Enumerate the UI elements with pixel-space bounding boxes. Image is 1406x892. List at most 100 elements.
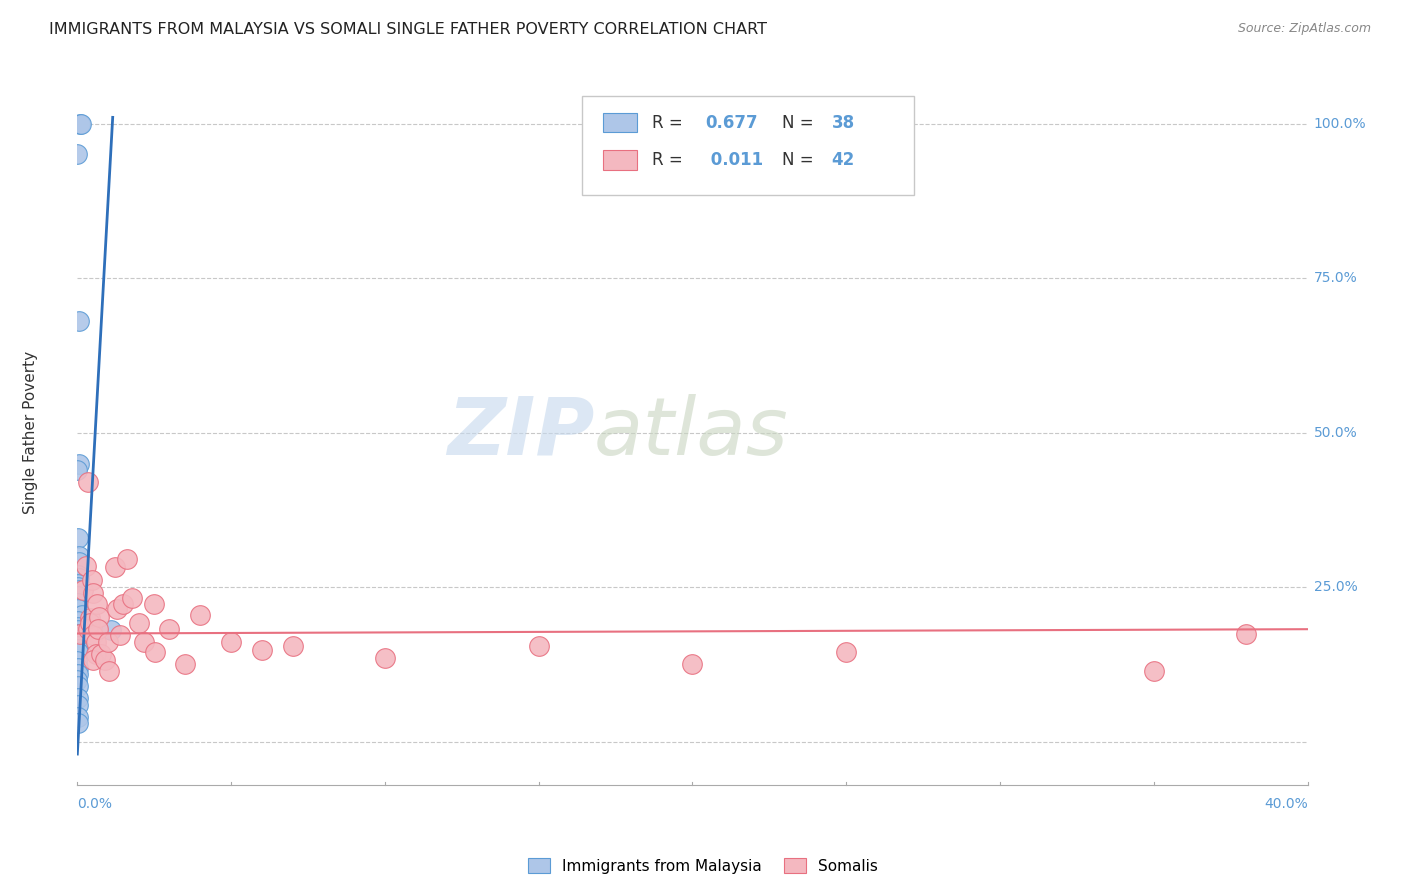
Text: N =: N = bbox=[782, 151, 820, 169]
FancyBboxPatch shape bbox=[603, 112, 637, 132]
Point bbox=[97, 664, 120, 678]
Text: N =: N = bbox=[782, 113, 820, 131]
Point bbox=[66, 602, 89, 616]
Point bbox=[90, 647, 112, 661]
Point bbox=[72, 583, 94, 598]
Point bbox=[374, 651, 396, 665]
Point bbox=[84, 634, 107, 648]
Point bbox=[66, 660, 89, 674]
Point bbox=[82, 573, 104, 587]
Point bbox=[67, 571, 90, 585]
Point bbox=[66, 639, 89, 653]
Point bbox=[77, 475, 100, 489]
Text: 0.0%: 0.0% bbox=[77, 797, 112, 812]
Text: 42: 42 bbox=[831, 151, 855, 169]
Legend: Immigrants from Malaysia, Somalis: Immigrants from Malaysia, Somalis bbox=[522, 852, 884, 880]
Text: R =: R = bbox=[652, 113, 688, 131]
Point bbox=[69, 117, 91, 131]
Point bbox=[188, 607, 211, 622]
Point bbox=[67, 632, 90, 647]
Point bbox=[250, 643, 273, 657]
Text: 38: 38 bbox=[831, 113, 855, 131]
Point bbox=[105, 602, 128, 616]
Point bbox=[174, 657, 197, 672]
Point bbox=[104, 560, 127, 574]
Point bbox=[67, 614, 90, 628]
Point bbox=[67, 630, 90, 644]
Point bbox=[86, 598, 108, 612]
Point bbox=[82, 628, 104, 642]
Point bbox=[66, 654, 89, 668]
Point bbox=[66, 698, 89, 712]
Point bbox=[67, 596, 90, 610]
Point bbox=[66, 642, 89, 657]
Point bbox=[157, 622, 180, 636]
Point bbox=[67, 457, 90, 471]
Point bbox=[66, 710, 89, 724]
Point bbox=[67, 577, 90, 591]
Point bbox=[134, 634, 156, 648]
Point bbox=[79, 615, 101, 630]
Point bbox=[281, 639, 304, 653]
Text: Source: ZipAtlas.com: Source: ZipAtlas.com bbox=[1237, 22, 1371, 36]
FancyBboxPatch shape bbox=[582, 96, 914, 195]
Point bbox=[115, 552, 138, 566]
Point bbox=[75, 558, 97, 573]
Point bbox=[82, 586, 104, 600]
Point bbox=[142, 598, 165, 612]
Text: R =: R = bbox=[652, 151, 688, 169]
Text: IMMIGRANTS FROM MALAYSIA VS SOMALI SINGLE FATHER POVERTY CORRELATION CHART: IMMIGRANTS FROM MALAYSIA VS SOMALI SINGL… bbox=[49, 22, 768, 37]
Point bbox=[82, 653, 104, 667]
Point bbox=[527, 639, 550, 653]
Point bbox=[94, 653, 117, 667]
Point bbox=[835, 645, 858, 659]
Point bbox=[219, 634, 242, 648]
Point bbox=[108, 628, 131, 642]
Point bbox=[84, 647, 107, 661]
Point bbox=[67, 314, 90, 328]
FancyBboxPatch shape bbox=[603, 150, 637, 169]
Point bbox=[69, 626, 91, 640]
Point bbox=[97, 634, 120, 648]
Point bbox=[1234, 626, 1257, 640]
Point bbox=[67, 691, 90, 706]
Point bbox=[112, 598, 135, 612]
Text: ZIP: ZIP bbox=[447, 393, 595, 472]
Point bbox=[66, 463, 89, 477]
Point bbox=[67, 624, 90, 638]
Point bbox=[67, 531, 90, 545]
Point bbox=[70, 607, 93, 622]
Point bbox=[87, 622, 110, 636]
Point bbox=[128, 615, 150, 630]
Point bbox=[67, 645, 90, 659]
Point bbox=[67, 556, 90, 570]
Point bbox=[66, 636, 89, 650]
Point bbox=[1143, 664, 1166, 678]
Point bbox=[70, 117, 93, 131]
Point bbox=[67, 620, 90, 634]
Point bbox=[66, 147, 89, 161]
Point bbox=[87, 610, 110, 624]
Point bbox=[67, 580, 90, 594]
Point bbox=[77, 622, 100, 636]
Text: 0.677: 0.677 bbox=[704, 113, 758, 131]
Text: 0.011: 0.011 bbox=[704, 151, 763, 169]
Point bbox=[67, 567, 90, 582]
Point bbox=[67, 549, 90, 564]
Point bbox=[121, 591, 143, 606]
Point bbox=[66, 666, 89, 681]
Point bbox=[79, 611, 101, 625]
Point bbox=[100, 624, 122, 638]
Text: 100.0%: 100.0% bbox=[1313, 117, 1367, 130]
Point bbox=[66, 626, 89, 640]
Text: Single Father Poverty: Single Father Poverty bbox=[22, 351, 38, 514]
Text: 75.0%: 75.0% bbox=[1313, 271, 1357, 285]
Text: atlas: atlas bbox=[595, 393, 789, 472]
Point bbox=[67, 590, 90, 604]
Point bbox=[66, 679, 89, 693]
Point bbox=[66, 716, 89, 731]
Text: 40.0%: 40.0% bbox=[1264, 797, 1308, 812]
Text: 25.0%: 25.0% bbox=[1313, 580, 1357, 594]
Point bbox=[66, 673, 89, 687]
Text: 50.0%: 50.0% bbox=[1313, 425, 1357, 440]
